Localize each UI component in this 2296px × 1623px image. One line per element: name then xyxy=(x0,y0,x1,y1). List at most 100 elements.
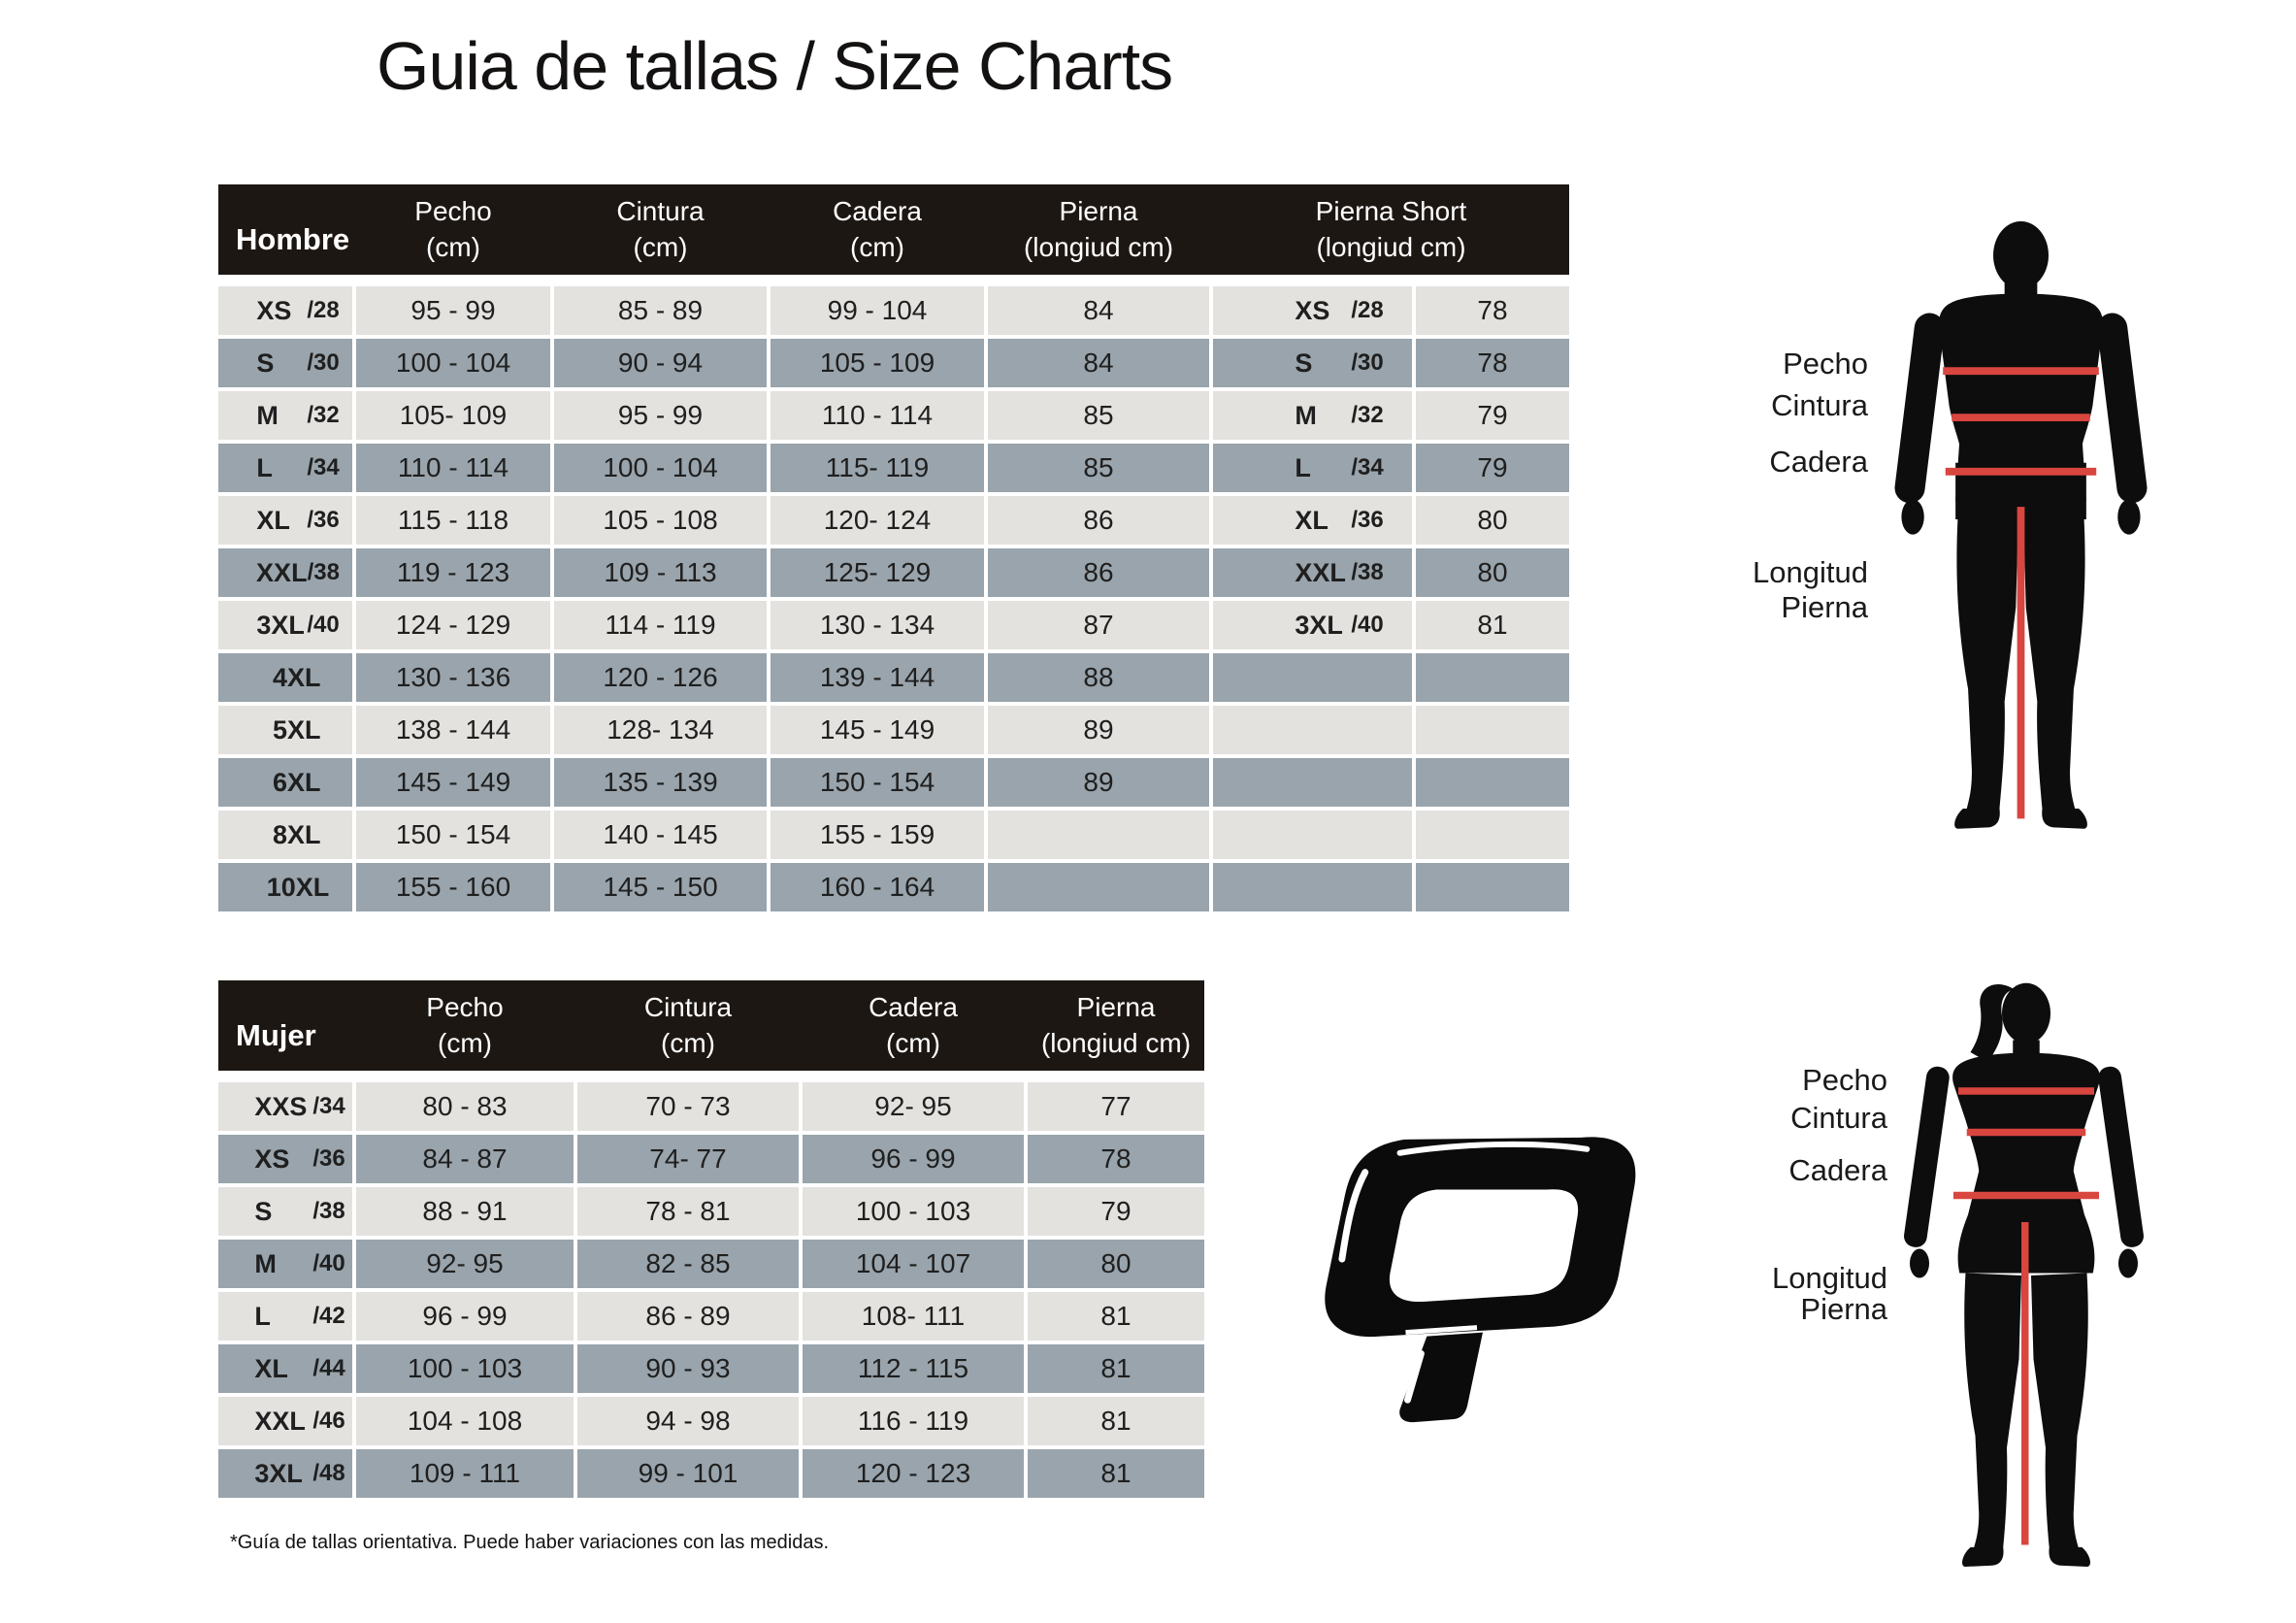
size-cell: 10XL xyxy=(218,863,352,911)
pierna-short-size-cell xyxy=(1213,863,1412,911)
size-label: L xyxy=(1295,452,1311,482)
cadera-value: 112 - 115 xyxy=(803,1344,1024,1393)
page-title: Guia de tallas / Size Charts xyxy=(377,28,1173,104)
size-label: 4XL xyxy=(273,662,321,692)
women-col-cintura: Cintura (cm) xyxy=(643,992,733,1058)
cadera-value: 120- 124 xyxy=(771,496,984,545)
women-table-header: Mujer Pecho (cm) Cintura (cm) Cadera (cm… xyxy=(218,980,1204,1071)
pierna-value: 85 xyxy=(988,391,1209,440)
size-label: XL xyxy=(1295,505,1328,535)
pecho-value: 145 - 149 xyxy=(356,758,550,807)
pierna-value: 81 xyxy=(1028,1449,1204,1498)
size-cell: 4XL xyxy=(218,653,352,702)
size-eu-label: /42 xyxy=(312,1303,345,1329)
male-longitud-label: Longitud xyxy=(1753,555,1868,589)
pierna-short-value: 78 xyxy=(1416,339,1569,387)
pierna-value: 79 xyxy=(1028,1187,1204,1236)
men-col-cadera: Cadera (cm) xyxy=(833,196,922,262)
pierna-short-size-cell xyxy=(1213,811,1412,859)
footnote: *Guía de tallas orientativa. Puede haber… xyxy=(230,1532,830,1553)
women-table-row: M /40 92- 95 82 - 85 104 - 107 80 xyxy=(218,1240,1204,1288)
female-cadera-label: Cadera xyxy=(1788,1153,1887,1187)
men-table-body: XS /28 95 - 99 85 - 89 99 - 104 84 XS /2… xyxy=(218,286,1569,911)
male-left-leg xyxy=(1956,513,2018,809)
pierna-value xyxy=(988,863,1209,911)
female-longitud-label: Longitud xyxy=(1772,1261,1887,1295)
size-cell: M /40 xyxy=(218,1240,352,1288)
cadera-value: 108- 111 xyxy=(803,1292,1024,1341)
size-label: M xyxy=(1295,400,1317,430)
female-left-leg xyxy=(1964,1273,2021,1547)
size-eu-label: /30 xyxy=(307,349,340,376)
size-eu-label: /30 xyxy=(1351,349,1384,376)
size-eu-label: /40 xyxy=(312,1250,345,1276)
pierna-short-size-cell: 3XL /40 xyxy=(1213,601,1412,649)
pecho-value: 100 - 104 xyxy=(356,339,550,387)
pierna-short-size-cell: XS /28 xyxy=(1213,286,1412,335)
size-label: 5XL xyxy=(273,714,321,745)
size-cell: L /42 xyxy=(218,1292,352,1341)
pierna-value: 85 xyxy=(988,444,1209,492)
male-cadera-label: Cadera xyxy=(1769,445,1868,479)
size-eu-label: /34 xyxy=(312,1093,345,1119)
cadera-value: 155 - 159 xyxy=(771,811,984,859)
female-pierna-label: Pierna xyxy=(1800,1292,1887,1326)
size-label: 10XL xyxy=(266,872,330,902)
size-eu-label: /40 xyxy=(307,612,340,638)
men-table-row: 8XL 150 - 154 140 - 145 155 - 159 xyxy=(218,811,1569,859)
cadera-value: 139 - 144 xyxy=(771,653,984,702)
cadera-value: 92- 95 xyxy=(803,1082,1024,1131)
size-cell: L /34 xyxy=(218,444,352,492)
pierna-short-value xyxy=(1416,653,1569,702)
male-pecho-label: Pecho xyxy=(1783,347,1868,381)
pierna-value xyxy=(988,811,1209,859)
size-label: XS xyxy=(1295,295,1330,325)
women-col-pecho: Pecho (cm) xyxy=(426,992,504,1058)
pierna-short-value: 79 xyxy=(1416,444,1569,492)
pierna-short-size-cell xyxy=(1213,758,1412,807)
size-label: L xyxy=(254,1301,271,1331)
men-table-row: XS /28 95 - 99 85 - 89 99 - 104 84 XS /2… xyxy=(218,286,1569,335)
cadera-value: 99 - 104 xyxy=(771,286,984,335)
pierna-short-size-cell: XL /36 xyxy=(1213,496,1412,545)
women-table-row: L /42 96 - 99 86 - 89 108- 111 81 xyxy=(218,1292,1204,1341)
women-table-row: XXL /46 104 - 108 94 - 98 116 - 119 81 xyxy=(218,1397,1204,1445)
cintura-value: 70 - 73 xyxy=(577,1082,799,1131)
male-torso xyxy=(1938,293,2104,501)
size-eu-label: /28 xyxy=(307,297,340,323)
pierna-short-size-cell: M /32 xyxy=(1213,391,1412,440)
male-pierna-label: Pierna xyxy=(1781,590,1868,624)
cintura-value: 82 - 85 xyxy=(577,1240,799,1288)
men-table-row: 3XL /40 124 - 129 114 - 119 130 - 134 87… xyxy=(218,601,1569,649)
men-table-row: 6XL 145 - 149 135 - 139 150 - 154 89 xyxy=(218,758,1569,807)
pierna-value: 88 xyxy=(988,653,1209,702)
size-label: M xyxy=(254,1248,277,1278)
cintura-value: 145 - 150 xyxy=(554,863,767,911)
size-label: XL xyxy=(254,1353,288,1383)
women-table-title: Mujer xyxy=(218,980,352,1071)
women-table-body: XXS /34 80 - 83 70 - 73 92- 95 77 XS /36… xyxy=(218,1082,1204,1498)
pecho-value: 84 - 87 xyxy=(356,1135,574,1183)
cadera-value: 120 - 123 xyxy=(803,1449,1024,1498)
size-label: S xyxy=(1295,348,1313,378)
cadera-value: 115- 119 xyxy=(771,444,984,492)
size-cell: M /32 xyxy=(218,391,352,440)
men-table-row: 10XL 155 - 160 145 - 150 160 - 164 xyxy=(218,863,1569,911)
cadera-value: 150 - 154 xyxy=(771,758,984,807)
pecho-value: 124 - 129 xyxy=(356,601,550,649)
size-label: XXS xyxy=(254,1091,308,1121)
pecho-value: 115 - 118 xyxy=(356,496,550,545)
men-table-row: S /30 100 - 104 90 - 94 105 - 109 84 S /… xyxy=(218,339,1569,387)
pierna-value: 89 xyxy=(988,706,1209,754)
size-label: 3XL xyxy=(1295,610,1343,640)
pierna-short-size-cell: L /34 xyxy=(1213,444,1412,492)
pierna-short-value xyxy=(1416,758,1569,807)
pierna-short-value xyxy=(1416,811,1569,859)
men-table-header: Hombre Pecho (cm) Cintura (cm) Cadera (c… xyxy=(218,184,1569,275)
size-cell: XS /36 xyxy=(218,1135,352,1183)
size-cell: 5XL xyxy=(218,706,352,754)
pecho-value: 138 - 144 xyxy=(356,706,550,754)
size-eu-label: /36 xyxy=(307,507,340,533)
size-eu-label: /48 xyxy=(312,1460,345,1486)
